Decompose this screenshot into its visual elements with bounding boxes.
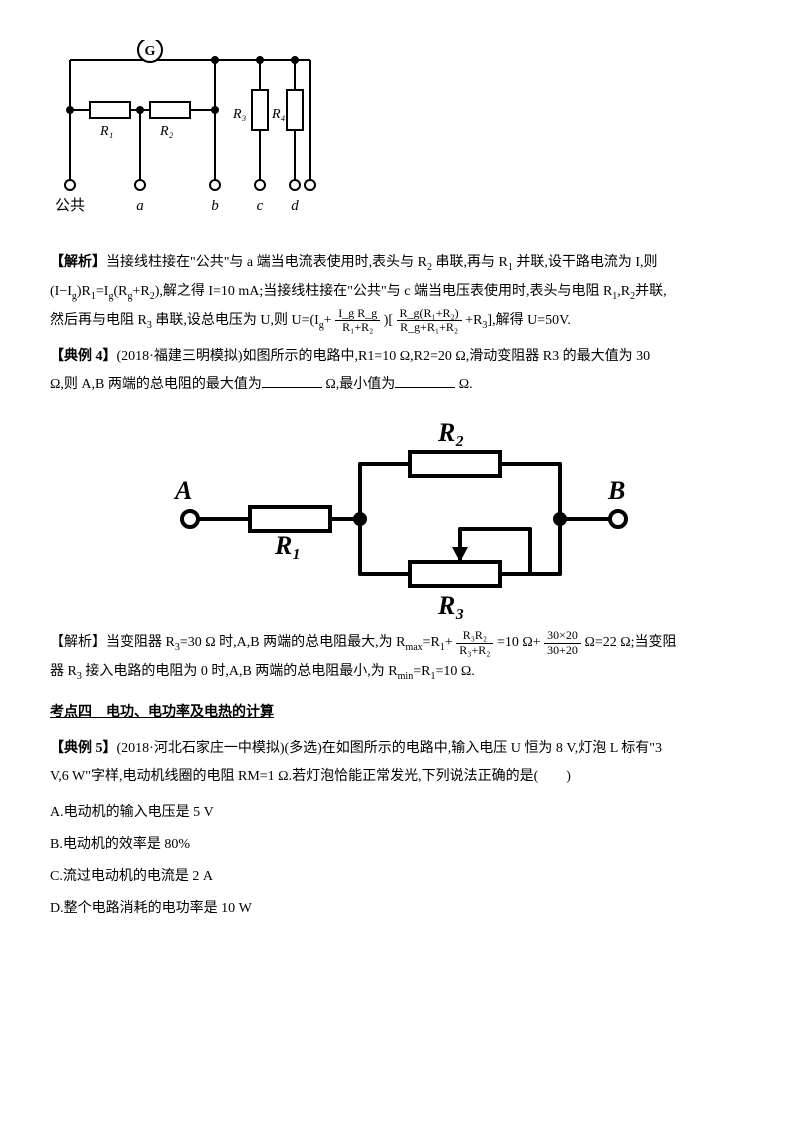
example-5-tag: 【典例 5】 <box>50 741 117 756</box>
blank-max <box>262 373 322 388</box>
example-5-options: A.电动机的输入电压是 5 V B.电动机的效率是 80% C.流过电动机的电流… <box>50 799 750 923</box>
circuit-diagram-2: A B R₁ R₂ R₃ <box>160 409 640 619</box>
r2-label-2: R₂ <box>437 418 464 447</box>
r2-label: R₂ <box>159 124 174 139</box>
fraction-1: I_g R_gR₁+R₂ <box>335 307 380 334</box>
r3-label: R₃ <box>232 107 247 122</box>
example-4: 【典例 4】(2018·福建三明模拟)如图所示的电路中,R1=10 Ω,R2=2… <box>50 343 750 399</box>
node-b-label: B <box>607 476 625 505</box>
blank-min <box>395 373 455 388</box>
analysis-1: 【解析】当接线柱接在"公共"与 a 端当电流表使用时,表头与 R2 串联,再与 … <box>50 249 750 335</box>
r3-label-2: R₃ <box>437 591 464 619</box>
terminal-b: b <box>211 198 219 214</box>
fraction-4: 30×2030+20 <box>544 629 581 656</box>
terminal-common: 公共 <box>55 197 85 214</box>
terminal-a: a <box>136 198 144 214</box>
analysis-1-tag: 【解析】 <box>50 255 106 270</box>
option-d: D.整个电路消耗的电功率是 10 W <box>50 895 750 923</box>
analysis-2: 【解析】当变阻器 R3=30 Ω 时,A,B 两端的总电阻最大,为 Rmax=R… <box>50 629 750 687</box>
r1-label-2: R₁ <box>274 531 301 560</box>
circuit-diagram-1: G R₁ R <box>50 40 330 220</box>
fraction-2: R_g(R₁+R₂)R_g+R₁+R₂ <box>397 307 462 334</box>
option-c: C.流过电动机的电流是 2 A <box>50 863 750 891</box>
option-a: A.电动机的输入电压是 5 V <box>50 799 750 827</box>
example-5: 【典例 5】(2018·河北石家庄一中模拟)(多选)在如图所示的电路中,输入电压… <box>50 735 750 791</box>
example-4-tag: 【典例 4】 <box>50 349 117 364</box>
analysis-2-tag: 【解析】 <box>50 635 106 650</box>
galvanometer-label: G <box>145 44 156 59</box>
terminal-c: c <box>257 198 264 214</box>
section-4-heading: 考点四 电功、电功率及电热的计算 <box>50 699 750 727</box>
r1-label: R₁ <box>99 124 113 139</box>
fraction-3: R₃R₂R₃+R₂ <box>456 629 493 656</box>
r4-label: R₄ <box>271 107 286 122</box>
option-b: B.电动机的效率是 80% <box>50 831 750 859</box>
terminal-d: d <box>291 198 299 214</box>
node-a-label: A <box>173 476 192 505</box>
